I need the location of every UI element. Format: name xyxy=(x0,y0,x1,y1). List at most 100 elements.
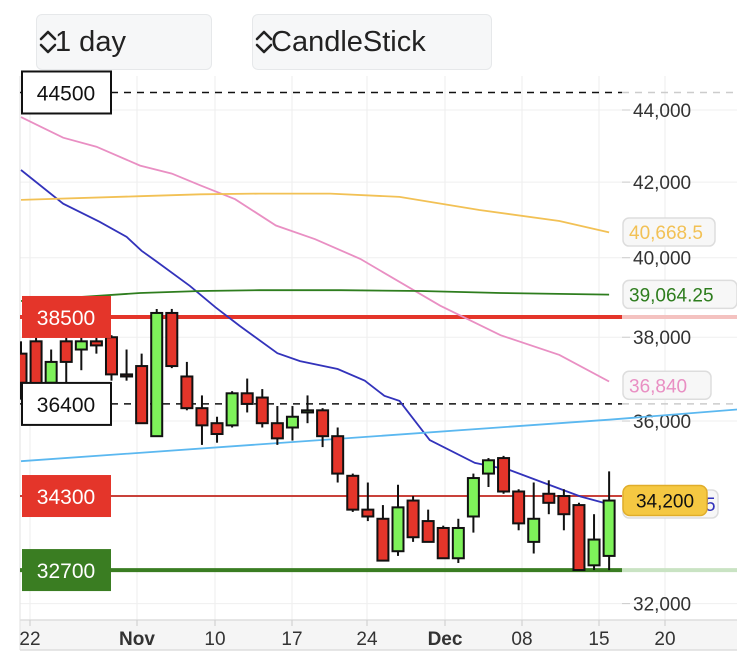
chevron-updown-icon xyxy=(39,30,57,54)
candle-body-up xyxy=(150,311,164,438)
price-badge-ma-blue: 5 xyxy=(705,495,716,516)
candle-body-up xyxy=(391,506,405,553)
candle-body-up xyxy=(44,360,58,384)
candle xyxy=(180,361,194,411)
candle xyxy=(195,395,209,445)
candle-body-down xyxy=(557,495,571,516)
level-label-box xyxy=(22,549,111,592)
x-axis-band xyxy=(20,620,737,650)
candle-body-down xyxy=(331,435,345,475)
interval-select[interactable]: 1 day xyxy=(36,14,212,70)
candle-body-down xyxy=(210,422,224,436)
candle xyxy=(346,473,360,512)
candle-body-down xyxy=(120,373,134,378)
level-label: 44500 xyxy=(37,82,95,105)
candle-body-down xyxy=(180,375,194,410)
candle xyxy=(466,473,480,533)
candle-body-down xyxy=(497,457,511,493)
x-tick-label: Dec xyxy=(428,629,463,650)
current-price-badge xyxy=(622,484,708,517)
candle xyxy=(512,489,526,531)
series-line-trend-lightblue xyxy=(20,408,737,463)
level-label-box xyxy=(21,70,112,115)
candle-body-down xyxy=(421,520,435,543)
candle-body-down xyxy=(376,517,390,562)
candle xyxy=(602,471,616,571)
x-tick-label: 24 xyxy=(356,629,378,650)
candle-body-down xyxy=(255,396,269,425)
candle-body-up xyxy=(285,415,299,429)
candle xyxy=(587,514,601,571)
x-tick-label: 20 xyxy=(654,629,675,650)
candle-body-down xyxy=(59,340,73,363)
interval-select-value: 1 day xyxy=(55,25,126,58)
candle xyxy=(481,458,495,488)
candle xyxy=(165,308,179,369)
candle-body-down xyxy=(104,336,118,376)
candle xyxy=(89,337,103,354)
candle xyxy=(361,482,375,522)
candle xyxy=(406,496,420,542)
candle-body-down xyxy=(406,499,420,539)
candle-body-up xyxy=(74,340,88,351)
candle xyxy=(436,525,450,560)
price-badge-ma-green-box xyxy=(622,279,737,310)
candle-body-down xyxy=(135,365,149,425)
candle-body-down xyxy=(436,526,450,560)
level-label-box xyxy=(21,381,112,426)
candle xyxy=(527,482,541,554)
candle xyxy=(240,378,254,413)
x-tick-label: 15 xyxy=(588,629,609,650)
candle-body-up xyxy=(587,538,601,567)
candle-body-down xyxy=(346,474,360,511)
level-label-box xyxy=(22,475,111,518)
candle-body-down xyxy=(29,340,43,388)
candle-body-down xyxy=(316,409,330,438)
candle-body-down xyxy=(195,407,209,427)
candle-body-down xyxy=(165,311,179,368)
candle-body-down xyxy=(89,340,103,347)
price-badge-ma-pink-box xyxy=(622,370,712,401)
level-label: 36400 xyxy=(37,394,95,417)
series-line-ma-yellow xyxy=(20,192,610,234)
candle-body-up xyxy=(602,499,616,557)
candle-body-down xyxy=(20,352,28,384)
candle xyxy=(316,408,330,448)
candle xyxy=(104,335,118,381)
candle-body-down xyxy=(512,490,526,525)
candle-body-down xyxy=(542,492,556,504)
series-line-ma-green xyxy=(20,289,610,302)
candle-body-down xyxy=(572,504,586,572)
candle xyxy=(572,502,586,572)
candle xyxy=(270,406,284,445)
candle-body-down xyxy=(270,422,284,440)
candle-body-up xyxy=(481,459,495,475)
candle xyxy=(376,505,390,562)
level-label: 32700 xyxy=(37,560,95,583)
candle xyxy=(120,349,134,381)
x-tick-label: Nov xyxy=(119,629,155,650)
candle-body-down xyxy=(361,508,375,518)
price-levels xyxy=(20,91,737,573)
chart-type-select[interactable]: CandleStick xyxy=(252,14,492,70)
candle xyxy=(285,406,299,441)
candle xyxy=(301,395,315,424)
y-tick-label: 44,000 xyxy=(633,101,691,122)
y-tick-label: 42,000 xyxy=(633,173,691,194)
candle xyxy=(59,337,73,383)
chart-type-select-value: CandleStick xyxy=(271,25,426,58)
candle xyxy=(210,416,224,443)
price-badge-ma-pink: 36,840 xyxy=(629,376,687,397)
candle xyxy=(497,455,511,494)
candle xyxy=(74,335,88,371)
y-tick-label: 40,000 xyxy=(633,249,691,270)
price-badge-ma-yellow-box xyxy=(622,217,716,247)
price-badge-ma-green: 39,064.25 xyxy=(629,285,714,306)
candles xyxy=(20,308,616,572)
candle xyxy=(557,489,571,531)
candle xyxy=(391,484,405,556)
level-label-box xyxy=(22,295,111,338)
candle xyxy=(255,389,269,428)
candle xyxy=(150,308,164,438)
